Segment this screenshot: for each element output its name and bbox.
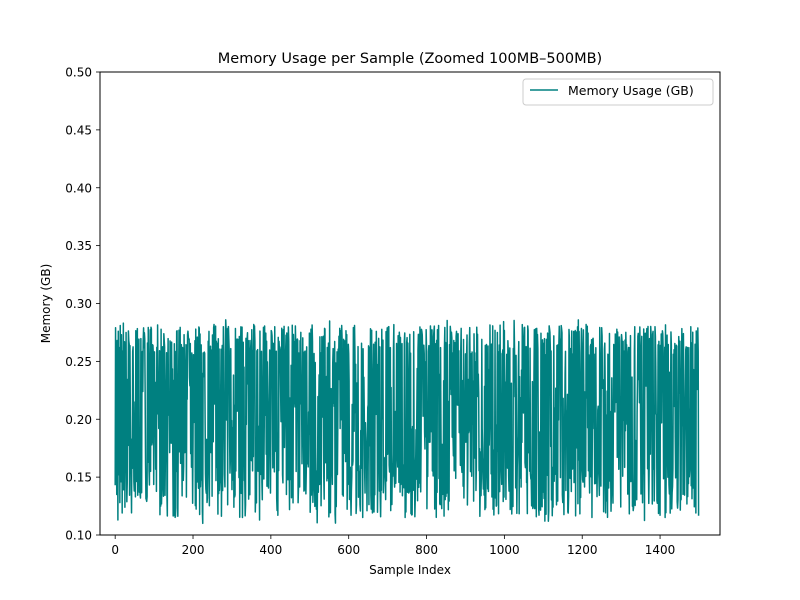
y-axis-label: Memory (GB) (39, 264, 53, 344)
legend-box (522, 78, 714, 106)
y-tick-label: 0.35 (65, 239, 92, 253)
memory-usage-series-line (114, 319, 700, 525)
x-axis-label: Sample Index (369, 563, 451, 577)
x-tick-label: 600 (337, 543, 360, 557)
y-tick-label: 0.10 (65, 529, 92, 543)
x-tick-label: 400 (259, 543, 282, 557)
x-tick-label: 1200 (567, 543, 598, 557)
y-tick-label: 0.50 (65, 66, 92, 80)
x-tick-label: 200 (182, 543, 205, 557)
y-tick-label: 0.25 (65, 355, 92, 369)
x-tick-label: 1000 (489, 543, 520, 557)
y-tick-label: 0.15 (65, 471, 92, 485)
legend: Memory Usage (GB) (522, 78, 714, 106)
y-tick-label: 0.20 (65, 413, 92, 427)
legend-label: Memory Usage (GB) (568, 83, 694, 98)
x-tick-label: 0 (111, 543, 119, 557)
y-axis: 0.10 0.15 0.20 0.25 0.30 0.35 0.40 0.45 0.50 (65, 66, 100, 543)
x-tick-label: 800 (415, 543, 438, 557)
chart-title: Memory Usage per Sample (Zoomed 100MB–50… (218, 51, 602, 67)
y-tick-label: 0.30 (65, 297, 92, 311)
y-tick-label: 0.45 (65, 123, 92, 137)
plot-area (114, 319, 700, 525)
x-axis: 0 200 400 600 800 1000 1200 1400 (111, 535, 675, 557)
x-tick-label: 1400 (645, 543, 676, 557)
y-tick-label: 0.40 (65, 181, 92, 195)
